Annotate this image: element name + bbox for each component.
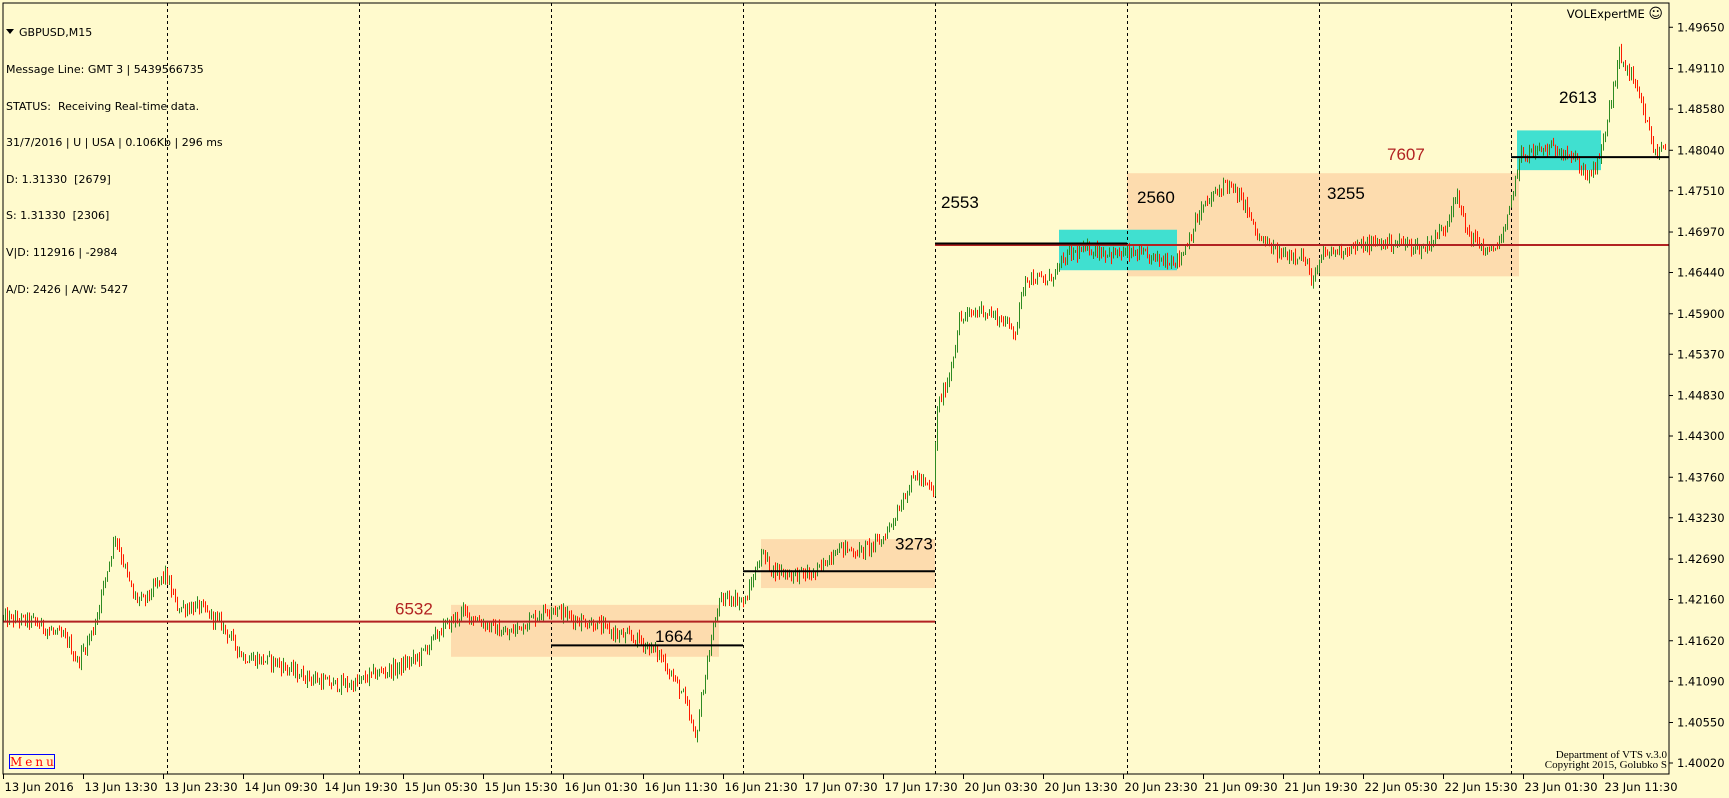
time-tick-label: 16 Jun 21:30 (725, 780, 798, 794)
info-line: S: 1.31330 [2306] (6, 209, 110, 223)
copyright-line: Copyright 2015, Golubko S (1544, 759, 1667, 771)
price-tick-label: 1.40020 (1677, 756, 1725, 770)
time-tick-label: 13 Jun 2016 (5, 780, 74, 794)
price-tick-label: 1.49650 (1677, 20, 1725, 34)
zone-volume-label: 3273 (895, 535, 933, 554)
price-tick-label: 1.46970 (1677, 225, 1725, 239)
time-tick-label: 16 Jun 01:30 (565, 780, 638, 794)
zone-volume-label: 3255 (1327, 184, 1365, 203)
zone-volume-label: 7607 (1387, 145, 1425, 164)
time-tick-label: 17 Jun 07:30 (805, 780, 878, 794)
time-tick-label: 13 Jun 13:30 (85, 780, 158, 794)
zone-volume-label: 1664 (655, 627, 693, 646)
price-tick-label: 1.48040 (1677, 143, 1725, 157)
time-tick-label: 22 Jun 05:30 (1365, 780, 1438, 794)
info-line: 31/7/2016 | U | USA | 0.106Kb | 296 ms (6, 136, 223, 150)
price-tick-label: 1.40550 (1677, 716, 1725, 730)
price-axis: 1.49650 1.49110 1.48580 1.48040 1.47510 1.469… (1669, 20, 1725, 770)
price-tick-label: 1.44830 (1677, 389, 1725, 403)
zone-volume-label: 2553 (941, 193, 979, 212)
range-zones (451, 130, 1601, 657)
chart-frame (2, 2, 1670, 775)
price-tick-label: 1.41620 (1677, 634, 1725, 648)
time-tick-label: 20 Jun 03:30 (965, 780, 1038, 794)
time-tick-label: 23 Jun 11:30 (1605, 780, 1678, 794)
price-tick-label: 1.43230 (1677, 511, 1725, 525)
price-tick-label: 1.49110 (1677, 62, 1725, 76)
price-bars (3, 43, 1666, 743)
time-axis: 13 Jun 2016 13 Jun 13:30 13 Jun 23:30 14 Ju… (3, 774, 1678, 794)
info-line: V|D: 112916 | -2984 (6, 246, 118, 260)
level-lines (3, 156, 1669, 647)
time-tick-label: 20 Jun 13:30 (1045, 780, 1118, 794)
menu-button[interactable]: Menu (9, 754, 57, 769)
info-panel: GBPUSD,M15 Message Line: GMT 3 | 5439566… (6, 3, 223, 308)
time-tick-label: 17 Jun 17:30 (885, 780, 958, 794)
price-tick-label: 1.48580 (1677, 102, 1725, 116)
price-tick-label: 1.47510 (1677, 184, 1725, 198)
price-tick-label: 1.45370 (1677, 347, 1725, 361)
time-tick-label: 23 Jun 01:30 (1525, 780, 1598, 794)
time-tick-label: 20 Jun 23:30 (1125, 780, 1198, 794)
zone-volume-label: 2613 (1559, 88, 1597, 107)
time-tick-label: 15 Jun 05:30 (405, 780, 478, 794)
price-tick-label: 1.41090 (1677, 674, 1725, 688)
zone-volume-label: 6532 (395, 600, 433, 619)
expert-advisor-label[interactable]: VOLExpertME ☺ (1567, 6, 1663, 22)
info-line: D: 1.31330 [2679] (6, 172, 111, 186)
info-line: Message Line: GMT 3 | 5439566735 (6, 63, 204, 77)
zone-volume-label: 2560 (1137, 188, 1175, 207)
day-separators (167, 3, 1512, 774)
smiley-icon: ☺ (1648, 6, 1663, 22)
price-tick-label: 1.42690 (1677, 552, 1725, 566)
price-tick-label: 1.46440 (1677, 266, 1725, 280)
symbol-title[interactable]: GBPUSD,M15 (6, 27, 223, 39)
copyright-notice: Department of VTS v.3.0 Copyright 2015, … (1544, 749, 1667, 771)
info-line: STATUS: Receiving Real-time data. (6, 99, 200, 113)
orange-range-zone (1127, 173, 1519, 277)
time-tick-label: 14 Jun 09:30 (245, 780, 318, 794)
info-line: A/D: 2426 | A/W: 5427 (6, 282, 129, 296)
time-tick-label: 21 Jun 19:30 (1285, 780, 1358, 794)
expert-name: VOLExpertME (1566, 7, 1645, 21)
price-tick-label: 1.42160 (1677, 593, 1725, 607)
time-tick-label: 14 Jun 19:30 (325, 780, 398, 794)
time-tick-label: 22 Jun 15:30 (1445, 780, 1518, 794)
time-tick-label: 21 Jun 09:30 (1205, 780, 1278, 794)
price-tick-label: 1.44300 (1677, 429, 1725, 443)
time-tick-label: 13 Jun 23:30 (165, 780, 238, 794)
copyright-line: Department of VTS v.3.0 (1555, 749, 1667, 761)
time-tick-label: 15 Jun 15:30 (485, 780, 558, 794)
zone-labels: 6532 1664 3273 2553 2560 3255 7607 2613 (395, 88, 1597, 646)
price-tick-label: 1.43760 (1677, 470, 1725, 484)
time-tick-label: 16 Jun 11:30 (645, 780, 718, 794)
price-tick-label: 1.45900 (1677, 307, 1725, 321)
